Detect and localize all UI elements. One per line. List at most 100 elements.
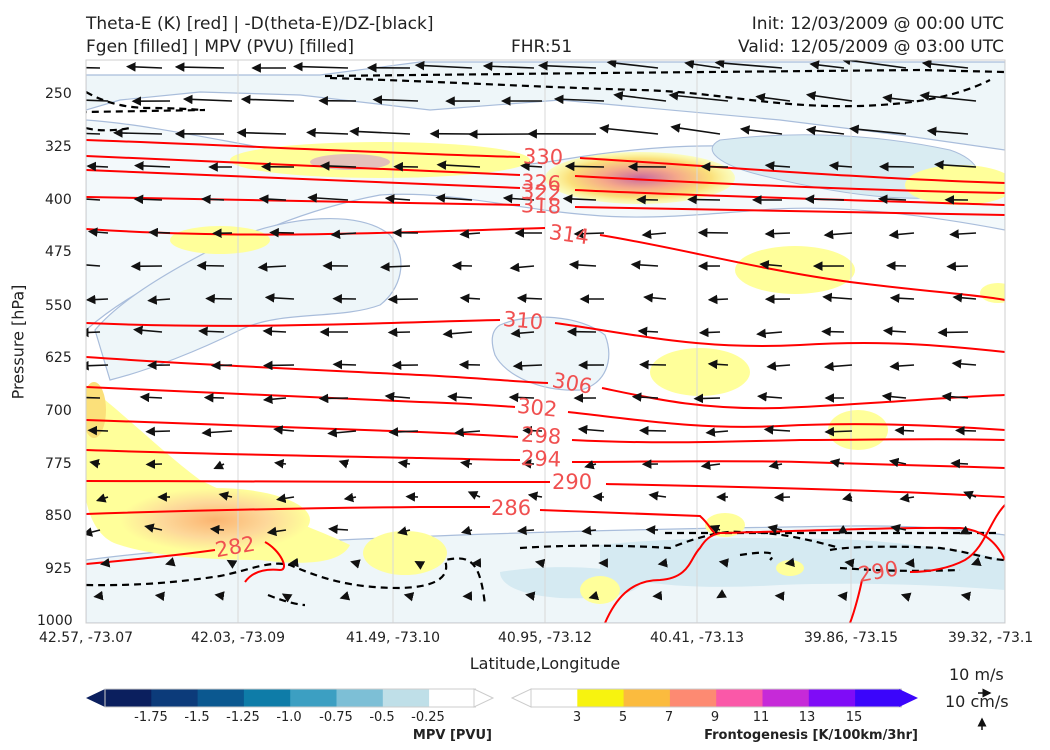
wind-arrow — [154, 591, 165, 602]
stability-contours — [86, 68, 1005, 607]
wind-arrow — [350, 559, 361, 569]
mpv-colorbar-title: MPV [PVU] — [412, 728, 492, 743]
wind-arrow — [512, 361, 543, 371]
plot-frame — [85, 59, 1006, 624]
wind-arrow — [330, 229, 357, 239]
colorbar-cell — [336, 689, 384, 707]
y-tick-label: 325 — [45, 139, 72, 155]
wind-arrow — [881, 391, 907, 402]
wind-arrow — [210, 360, 233, 371]
y-tick-label: 475 — [45, 244, 72, 260]
wind-arrow — [584, 460, 597, 470]
colorbar-tick-label: -1.25 — [226, 710, 260, 725]
wind-arrow — [525, 591, 536, 601]
wind-arrow — [262, 394, 287, 404]
wind-arrow — [670, 123, 721, 135]
wind-arrow — [698, 327, 721, 338]
colorbar-cell — [716, 689, 763, 707]
x-tick-label: 40.95, -73.12 — [497, 630, 593, 646]
wind-arrow — [328, 524, 349, 535]
mpv-colorbar-extend-low — [86, 689, 105, 707]
wind-arrow — [641, 229, 667, 240]
reference-horizontal-label: 10 m/s — [949, 665, 1004, 684]
wind-arrow — [823, 229, 853, 240]
wind-arrow — [435, 193, 473, 203]
wind-arrow — [293, 61, 349, 72]
wind-arrow — [890, 524, 907, 534]
wind-arrow — [755, 92, 791, 103]
wind-arrow — [86, 161, 109, 172]
x-tick-label: 42.57, -73.07 — [38, 630, 134, 646]
wind-arrow — [343, 492, 357, 503]
wind-arrow — [213, 460, 225, 470]
forecast-hour-label: FHR:51 — [511, 37, 573, 57]
wind-arrow — [510, 328, 535, 338]
wind-arrow — [218, 491, 233, 501]
wind-arrow — [709, 524, 721, 534]
wind-arrow — [442, 328, 473, 339]
wind-arrow — [86, 327, 101, 338]
contour-label: 314 — [548, 220, 591, 249]
wind-arrow — [201, 194, 225, 205]
x-axis-label: Latitude,Longitude — [469, 654, 621, 673]
wind-arrow — [387, 327, 411, 338]
wind-arrow — [198, 326, 225, 337]
wind-arrow — [527, 491, 543, 501]
colorbar-cell — [151, 689, 198, 707]
wind-arrow — [599, 124, 659, 135]
colorbar-tick-label: -0.25 — [411, 710, 445, 725]
wind-arrow — [520, 161, 543, 172]
x-tick-label: 39.86, -73.15 — [803, 630, 899, 646]
wind-arrow — [384, 391, 411, 402]
wind-arrow — [467, 491, 481, 500]
wind-arrow — [319, 161, 357, 171]
wind-arrow — [809, 60, 845, 70]
wind-arrow — [414, 60, 473, 71]
wind-arrow — [133, 194, 163, 205]
wind-arrow — [269, 227, 295, 238]
wind-arrow — [805, 91, 853, 102]
wind-arrow — [837, 591, 848, 602]
wind-arrow — [900, 592, 912, 602]
colorbar-cell — [531, 689, 578, 707]
wind-arrow — [705, 427, 729, 437]
wind-arrow — [460, 525, 473, 536]
wind-arrow — [534, 558, 546, 569]
wind-arrow — [926, 126, 969, 137]
wind-arrow — [693, 393, 721, 404]
wind-arrow — [763, 425, 791, 435]
colorbar-cell — [243, 689, 291, 707]
wind-arrow — [236, 128, 287, 138]
y-tick-label: 550 — [45, 298, 72, 314]
x-tick-label: 40.41, -73.13 — [649, 630, 745, 646]
wind-arrow — [888, 457, 907, 468]
wind-arrow — [516, 293, 543, 304]
wind-arrow — [581, 525, 597, 536]
wind-arrow — [86, 527, 101, 537]
y-tick-label: 925 — [45, 561, 72, 577]
contour-label: 290 — [552, 470, 592, 494]
wind-arrow — [144, 523, 163, 533]
wind-arrow — [707, 294, 729, 305]
wind-arrow — [637, 326, 659, 337]
wind-arrow — [87, 425, 109, 436]
wind-arrow — [921, 60, 969, 69]
fgen-colorbar-extend-low — [510, 688, 532, 708]
wind-arrow — [949, 229, 977, 239]
wind-arrow — [95, 493, 109, 503]
wind-arrow — [919, 91, 977, 102]
colorbar-cell — [197, 689, 245, 707]
wind-arrow — [145, 426, 171, 437]
colorbar-cell — [429, 689, 476, 707]
wind-arrow — [564, 161, 605, 172]
wind-arrow — [952, 293, 977, 303]
wind-arrow — [113, 128, 163, 138]
wind-arrow — [517, 525, 535, 536]
wind-arrow — [89, 459, 101, 469]
wind-arrow — [397, 458, 411, 469]
wind-arrow — [262, 326, 287, 337]
wind-arrow — [226, 559, 238, 569]
wind-arrow — [573, 228, 605, 239]
wind-arrow — [307, 193, 349, 203]
colorbar-tick-label: 11 — [752, 710, 770, 725]
